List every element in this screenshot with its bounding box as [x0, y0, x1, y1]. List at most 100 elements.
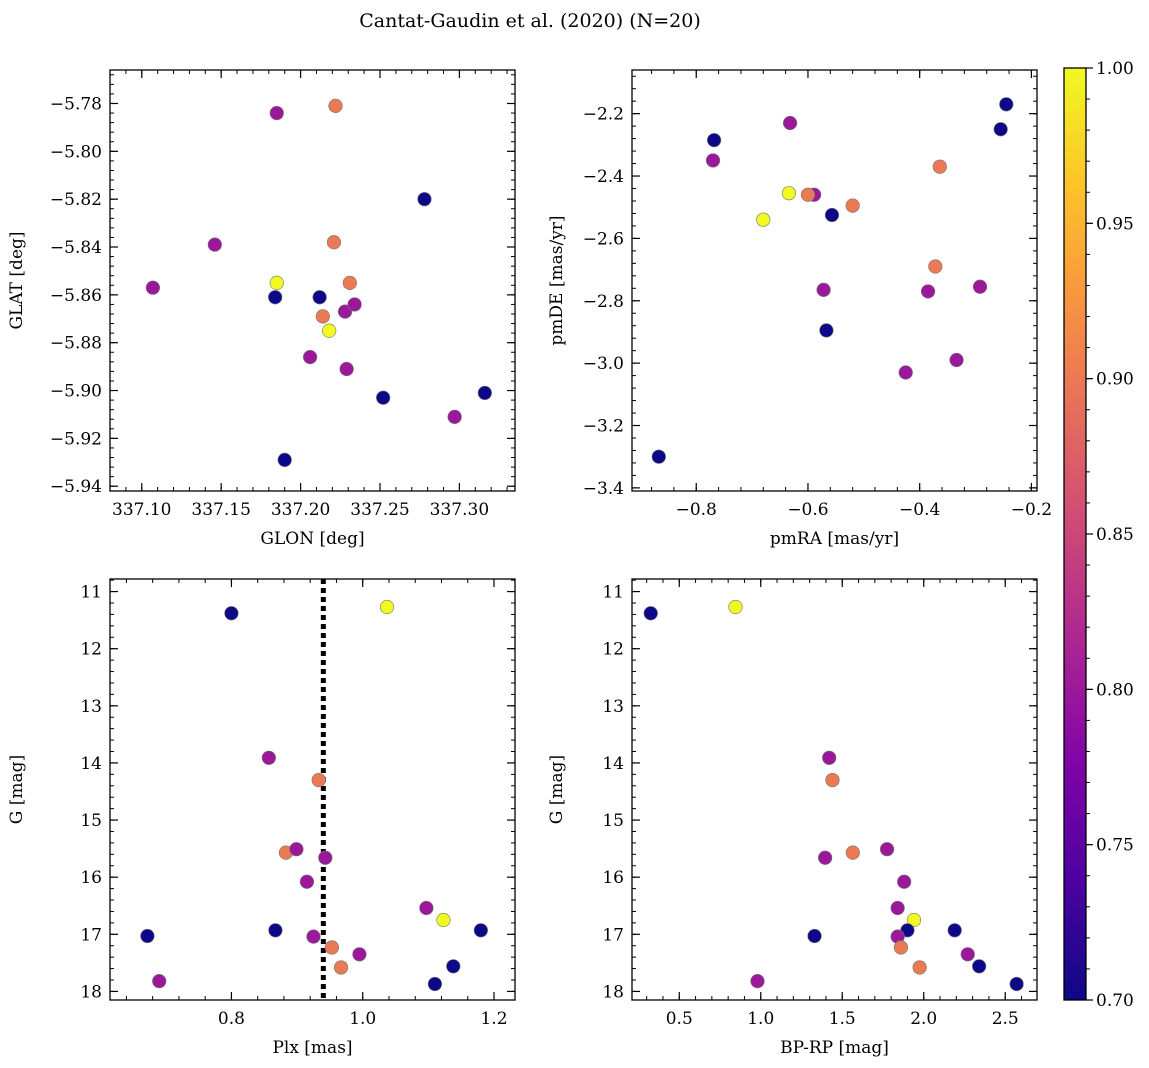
scatter-point — [347, 297, 362, 312]
x-tick-label: 2.5 — [992, 1009, 1019, 1029]
scatter-point — [781, 186, 797, 201]
scatter-point — [337, 304, 353, 319]
colorbar-tick-label: 0.70 — [1096, 991, 1134, 1011]
scatter-point — [342, 275, 357, 290]
y-tick-label: 16 — [602, 868, 624, 888]
axes-frame — [631, 69, 1038, 492]
scatter-point — [822, 750, 837, 765]
scatter-point — [376, 390, 391, 405]
y-tick-label: 15 — [602, 811, 624, 831]
y-tick-label: −5.94 — [50, 477, 102, 497]
scatter-point — [707, 133, 722, 148]
x-tick-label: −0.8 — [676, 500, 717, 520]
colorbar-tick-label: 0.85 — [1096, 525, 1134, 545]
scatter-point — [446, 959, 461, 974]
colorbar-tick-label: 0.95 — [1096, 214, 1134, 234]
scatter-point — [379, 599, 395, 615]
y-tick-label: 13 — [80, 697, 102, 717]
scatter-point — [879, 842, 895, 857]
scatter-point — [352, 947, 367, 962]
scatter-point — [928, 259, 943, 274]
scatter-point — [972, 279, 988, 294]
colorbar-tick-label: 1.00 — [1096, 59, 1134, 79]
y-tick-label: −5.92 — [50, 429, 102, 449]
scatter-point — [339, 361, 354, 377]
scatter-point — [993, 122, 1008, 137]
scatter-point — [417, 192, 432, 207]
scatter-point — [898, 365, 913, 380]
x-tick-label: 337.25 — [350, 500, 409, 520]
scatter-point — [705, 153, 721, 168]
scatter-point — [224, 606, 239, 621]
axes-frame — [109, 578, 516, 1001]
panel-top-left: 337.10 337.15 337.20 337.25 337.30 −5.94 −5.92… — [7, 69, 516, 549]
scatter-point — [306, 929, 321, 944]
scatter-point — [800, 187, 816, 202]
scatter-point — [782, 115, 798, 131]
panel-bottom-right: 0.5 1.0 1.5 2.0 2.5 11 12 13 14 15 16 17 18 BP-RP [ma… — [547, 578, 1038, 1058]
y-tick-label: −3.4 — [583, 479, 624, 499]
y-tick-label: −5.82 — [50, 190, 102, 210]
x-tick-label: 1.2 — [480, 1009, 507, 1029]
panel-top-right: −0.8 −0.6 −0.4 −0.2 −3.4 −3.2 −3.0 −2.8 −2.6 −2.4… — [547, 69, 1052, 549]
scatter-point — [845, 845, 860, 860]
y-tick-label: −3.2 — [583, 417, 624, 437]
scatter-point — [825, 772, 840, 788]
scatter-point — [816, 282, 831, 297]
y-tick-label: 18 — [602, 982, 624, 1002]
scatter-point — [419, 900, 434, 916]
y-tick-label: 17 — [80, 925, 102, 945]
scatter-point — [932, 159, 947, 174]
scatter-point — [303, 349, 318, 365]
y-axis-label: GLAT [deg] — [7, 231, 27, 329]
scatter-point — [912, 960, 927, 975]
scatter-point — [207, 237, 222, 252]
scatter-point — [643, 606, 658, 621]
scatter-point — [269, 275, 284, 290]
scatter-point — [427, 976, 443, 992]
y-tick-label: −5.86 — [50, 286, 102, 306]
scatter-point — [949, 352, 964, 368]
x-axis-label: BP-RP [mag] — [780, 1038, 889, 1058]
minor-ticks — [632, 70, 1037, 491]
scatter-point — [269, 105, 284, 121]
scatter-point — [299, 874, 315, 889]
scatter-point — [322, 323, 337, 338]
y-tick-label: −2.8 — [583, 292, 624, 312]
y-tick-label: 17 — [602, 925, 624, 945]
axes-frame — [631, 578, 1038, 1001]
y-tick-label: 15 — [80, 811, 102, 831]
x-tick-label: −0.2 — [1011, 500, 1052, 520]
scatter-point — [999, 97, 1014, 112]
scatter-point — [824, 207, 840, 223]
y-axis-label: G [mag] — [547, 755, 567, 824]
scatter-point — [845, 198, 860, 213]
scatter-point — [333, 960, 349, 975]
scatter-point — [906, 912, 922, 928]
y-tick-label: −5.84 — [50, 238, 102, 258]
scatter-point — [289, 842, 304, 857]
x-tick-label: 337.15 — [191, 500, 250, 520]
y-axis-label: G [mag] — [7, 755, 27, 824]
scatter-point — [1009, 976, 1024, 992]
y-tick-label: 18 — [80, 982, 102, 1002]
scatter-point — [268, 923, 283, 938]
x-tick-label: 337.20 — [271, 500, 330, 520]
scatter-point — [268, 290, 283, 305]
y-tick-label: 14 — [80, 754, 102, 774]
y-tick-label: −2.4 — [583, 167, 624, 187]
scatter-point — [756, 212, 771, 227]
y-tick-label: 13 — [602, 697, 624, 717]
y-tick-label: 12 — [602, 640, 624, 660]
x-tick-label: 337.10 — [112, 500, 171, 520]
scatter-point — [890, 900, 905, 916]
colorbar-tick-label: 0.80 — [1096, 680, 1134, 700]
scatter-point — [152, 974, 167, 989]
scatter-point — [897, 874, 912, 889]
scatter-point — [326, 235, 342, 250]
scatter-point — [920, 284, 936, 299]
x-tick-label: 1.0 — [349, 1009, 376, 1029]
x-tick-label: 1.0 — [747, 1009, 774, 1029]
y-axis-label: pmDE [mas/yr] — [547, 215, 567, 345]
